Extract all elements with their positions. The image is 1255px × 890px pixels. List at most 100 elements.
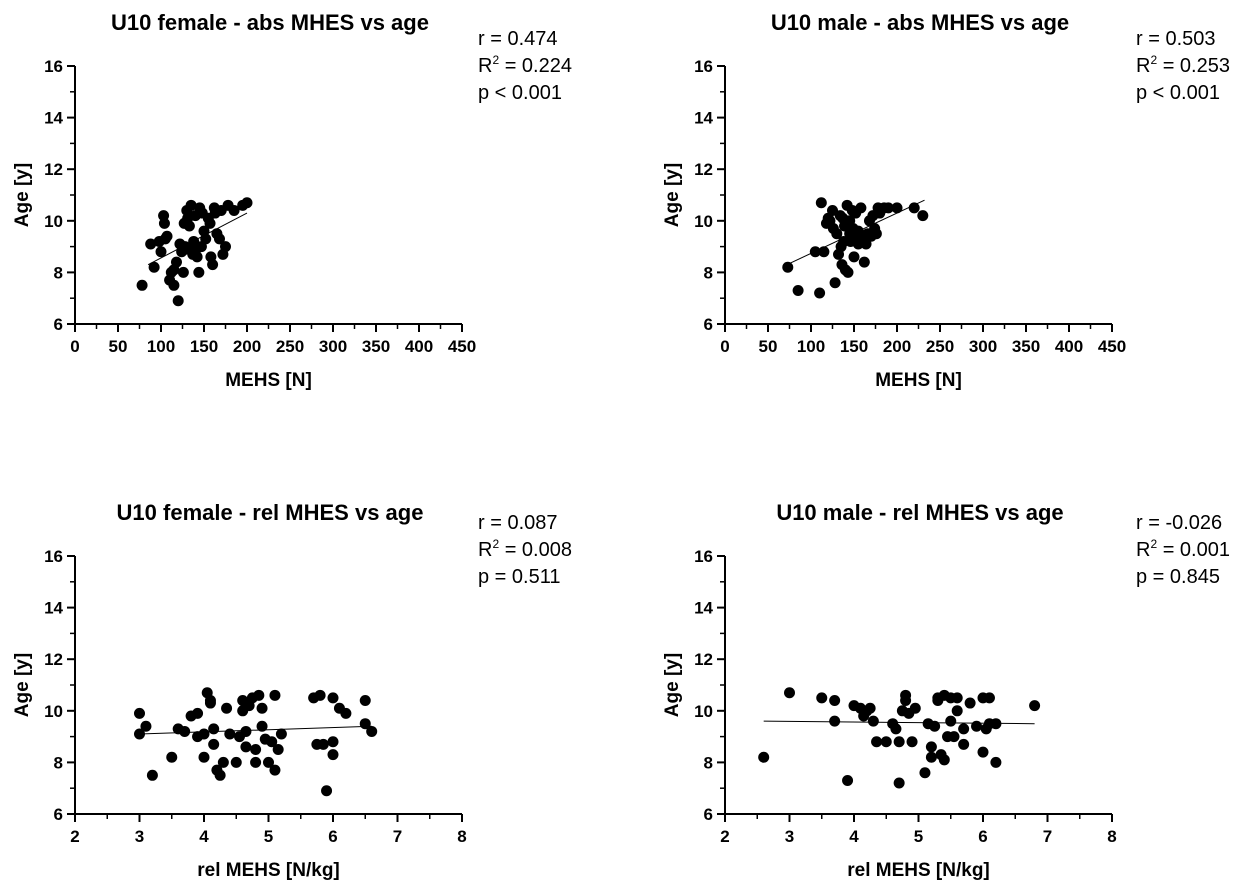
chart-title: U10 female - rel MHES vs age — [117, 500, 424, 525]
data-point — [221, 702, 233, 714]
data-point — [181, 243, 193, 255]
data-point — [145, 238, 157, 250]
data-point — [266, 736, 278, 748]
y-tick-label: 10 — [44, 702, 63, 721]
y-tick-label: 14 — [694, 109, 713, 128]
data-point — [213, 233, 225, 245]
data-point — [971, 720, 983, 732]
x-tick-label: 5 — [264, 827, 273, 846]
data-point — [870, 228, 882, 240]
stat-r: r = -0.026 — [1136, 512, 1223, 534]
data-point — [340, 707, 352, 719]
data-point — [327, 692, 339, 704]
y-tick-label: 12 — [694, 650, 713, 669]
y-tick-label: 6 — [704, 805, 713, 824]
x-tick-label: 150 — [840, 337, 868, 356]
data-point — [925, 741, 937, 753]
data-point — [858, 256, 870, 268]
y-tick-label: 10 — [694, 212, 713, 231]
y-tick-label: 8 — [704, 263, 713, 282]
data-point — [146, 769, 158, 781]
data-point — [815, 197, 827, 209]
data-point — [224, 728, 236, 740]
data-point — [882, 202, 894, 214]
y-tick-label: 10 — [694, 702, 713, 721]
x-tick-label: 2 — [720, 827, 729, 846]
data-point — [172, 295, 184, 307]
data-point — [860, 238, 872, 250]
y-tick-label: 14 — [44, 599, 63, 618]
data-point — [317, 738, 329, 750]
data-point — [263, 756, 274, 768]
y-axis-label: Age [y] — [12, 653, 33, 717]
x-tick-label: 0 — [70, 337, 79, 356]
data-point — [220, 241, 231, 253]
x-tick-label: 50 — [759, 337, 778, 356]
y-axis-label: Age [y] — [12, 163, 33, 227]
stats-female-rel: r = 0.087 R2 = 0.008 p = 0.511 — [478, 510, 572, 591]
x-tick-label: 6 — [328, 827, 337, 846]
chart-panel-female-rel: U10 female - rel MHES vs age 6 8 10 12 14 16 2 3… — [0, 490, 560, 890]
stats-male-abs: r = 0.503 R2 = 0.253 p < 0.001 — [1136, 26, 1230, 107]
data-point — [906, 736, 918, 748]
data-point — [230, 756, 242, 768]
data-point — [269, 764, 281, 776]
chart-panel-male-rel: U10 male - rel MHES vs age 6 8 10 12 14 16 2 3 4 5… — [650, 490, 1210, 890]
x-axis-label: MEHS [N] — [875, 370, 962, 391]
data-point — [228, 204, 240, 216]
data-point — [782, 261, 794, 273]
data-point — [938, 754, 950, 766]
scatter-chart: U10 male - abs MHES vs age 6 8 10 12 14 16 0 50 1… — [662, 10, 1126, 391]
data-point — [814, 287, 826, 299]
data-point — [193, 266, 205, 278]
data-point — [909, 702, 921, 714]
chart-title: U10 male - rel MHES vs age — [776, 500, 1063, 525]
x-tick-label: 300 — [969, 337, 997, 356]
stat-r: r = 0.474 — [478, 28, 558, 50]
data-point — [838, 235, 850, 247]
data-point — [784, 687, 795, 699]
data-point — [827, 204, 838, 216]
x-tick-label: 450 — [1098, 337, 1126, 356]
data-point — [818, 246, 830, 258]
y-tick-label: 12 — [694, 160, 713, 179]
x-tick-label: 3 — [135, 827, 144, 846]
data-point — [891, 202, 903, 214]
data-point — [136, 279, 148, 291]
data-point — [204, 217, 216, 229]
data-point — [327, 749, 339, 761]
stat-r2: R2 = 0.224 — [478, 53, 572, 77]
x-tick-label: 150 — [190, 337, 218, 356]
data-point — [327, 736, 339, 748]
data-point — [958, 723, 970, 735]
data-point — [829, 694, 841, 706]
x-tick-label: 200 — [233, 337, 261, 356]
data-point — [240, 741, 252, 753]
scatter-chart: U10 female - abs MHES vs age 6 8 10 12 14 16 0 5… — [12, 10, 476, 391]
data-point — [919, 767, 931, 779]
x-tick-label: 350 — [1012, 337, 1040, 356]
data-point — [168, 264, 180, 276]
data-point — [925, 751, 937, 763]
x-tick-label: 2 — [70, 827, 79, 846]
x-tick-label: 7 — [1043, 827, 1052, 846]
data-point — [140, 720, 152, 732]
y-axis-label: Age [y] — [662, 163, 683, 227]
trend-line — [786, 199, 925, 266]
data-point — [890, 723, 902, 735]
stats-male-rel: r = -0.026 R2 = 0.001 p = 0.845 — [1136, 510, 1230, 591]
y-tick-label: 10 — [44, 212, 63, 231]
data-point — [964, 697, 976, 709]
x-tick-label: 6 — [978, 827, 987, 846]
stats-female-abs: r = 0.474 R2 = 0.224 p < 0.001 — [478, 26, 572, 107]
y-tick-label: 8 — [704, 753, 713, 772]
data-point — [880, 736, 892, 748]
data-point — [134, 707, 145, 719]
chart-title: U10 male - abs MHES vs age — [771, 10, 1069, 35]
data-point — [250, 756, 262, 768]
data-point — [240, 725, 252, 737]
data-point — [359, 694, 371, 706]
data-point — [168, 279, 180, 291]
data-point — [829, 277, 841, 289]
trend-line — [763, 720, 1035, 725]
